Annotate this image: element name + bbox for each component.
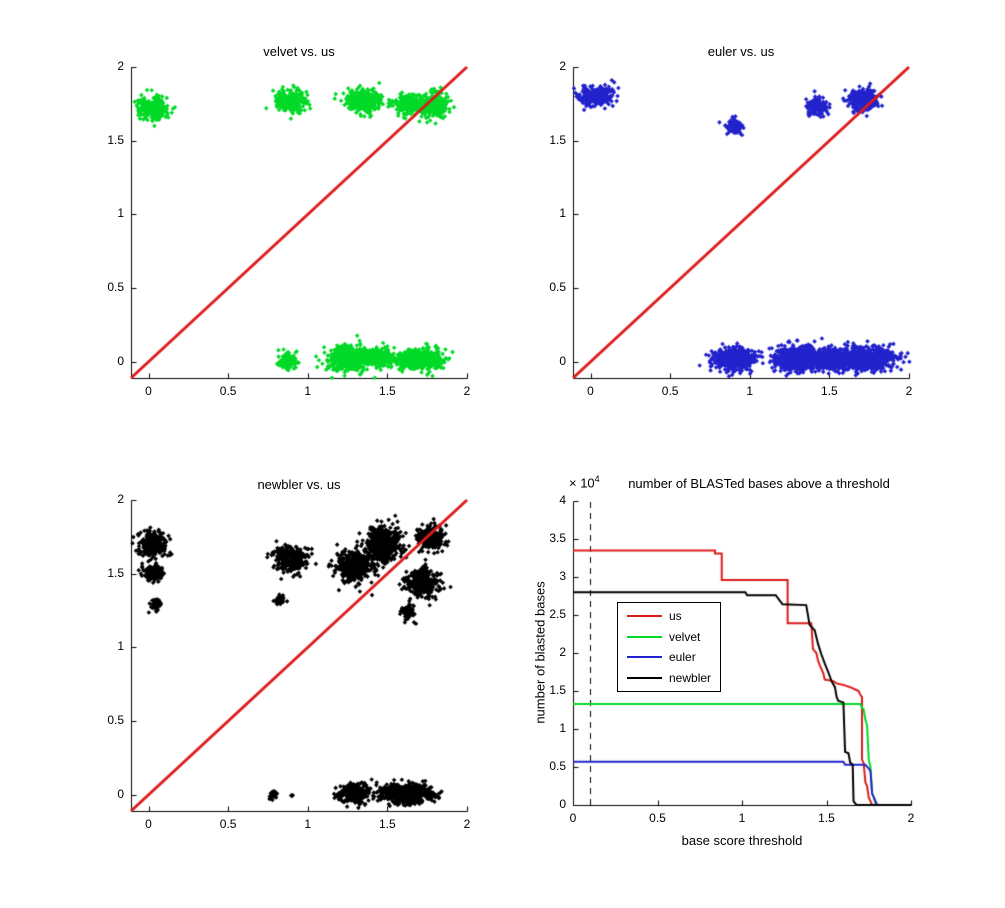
y-tick-label: 1.5 <box>107 132 124 147</box>
x-tick-label: 1.5 <box>818 811 835 825</box>
x-tick-label: 0.5 <box>661 384 679 398</box>
plot-title-euler-vs-us: euler vs. us <box>707 44 775 59</box>
plot-title-newbler-vs-us: newbler vs. us <box>257 477 341 492</box>
y-axis-multiplier-exponent: 4 <box>594 474 600 484</box>
y-tick-label: 2.5 <box>549 607 566 621</box>
legend-line-newbler <box>627 677 662 680</box>
x-tick-label: 1 <box>738 811 746 825</box>
legend-label-velvet: velvet <box>669 629 701 644</box>
y-tick-label: 1.5 <box>549 132 566 147</box>
legend-label-euler: euler <box>669 650 696 665</box>
x-tick-label: 0 <box>145 384 152 398</box>
x-tick-label: 2 <box>463 817 471 831</box>
plot-title-velvet-vs-us: velvet vs. us <box>263 44 335 59</box>
x-tick-label: 1 <box>746 384 754 398</box>
legend-row-euler: euler <box>618 647 720 667</box>
legend-line-euler <box>627 656 662 659</box>
y-tick-label: 1 <box>559 721 566 735</box>
y-tick-label: 0 <box>117 353 124 368</box>
x-tick-label: 1.5 <box>821 384 838 398</box>
y-tick-label: 1 <box>117 206 124 221</box>
y-axis-multiplier: × 104 <box>569 474 600 490</box>
x-tick-label: 0 <box>569 811 577 825</box>
y-tick-label: 3 <box>559 569 566 583</box>
x-axis-label-blast: base score threshold <box>681 833 803 848</box>
x-tick-label: 0.5 <box>219 384 237 398</box>
x-tick-label: 0 <box>145 817 152 831</box>
x-tick-label: 1 <box>304 817 312 831</box>
y-tick-label: 2 <box>559 59 566 73</box>
x-tick-label: 1.5 <box>379 817 396 831</box>
y-tick-label: 0 <box>559 797 566 811</box>
y-tick-label: 1 <box>559 206 566 221</box>
y-tick-label: 1.5 <box>107 565 124 580</box>
legend-line-velvet <box>627 635 662 638</box>
y-tick-label: 0.5 <box>107 280 124 295</box>
y-tick-label: 0.5 <box>549 759 566 773</box>
x-tick-label: 1 <box>304 384 312 398</box>
legend-label-newbler: newbler <box>669 671 712 686</box>
y-tick-label: 2 <box>117 492 124 506</box>
legend-row-newbler: newbler <box>618 668 720 688</box>
y-tick-label: 3.5 <box>549 531 566 545</box>
x-tick-label: 0.5 <box>649 811 666 825</box>
x-tick-label: 2 <box>905 384 913 398</box>
plot-title-blast-threshold: number of BLASTed bases above a threshol… <box>628 476 890 491</box>
legend-line-us <box>627 614 662 617</box>
y-tick-label: 1 <box>117 639 124 654</box>
x-tick-label: 2 <box>907 811 915 825</box>
y-tick-label: 0 <box>117 786 124 801</box>
legend: us velvet euler newbler <box>617 602 721 692</box>
y-tick-label: 0 <box>559 353 566 368</box>
legend-row-velvet: velvet <box>618 627 720 647</box>
legend-row-us: us <box>618 606 720 626</box>
x-tick-label: 1.5 <box>379 384 396 398</box>
y-tick-label: 2 <box>117 59 124 73</box>
y-tick-label: 4 <box>559 493 566 507</box>
y-axis-multiplier-base: × 10 <box>569 475 595 491</box>
y-tick-label: 0.5 <box>107 713 124 728</box>
y-tick-label: 2 <box>559 645 566 659</box>
x-tick-label: 0 <box>587 384 594 398</box>
y-tick-label: 0.5 <box>549 280 566 295</box>
x-tick-label: 2 <box>463 384 471 398</box>
x-tick-label: 0.5 <box>219 817 237 831</box>
y-tick-label: 1.5 <box>549 683 566 697</box>
legend-label-us: us <box>669 608 682 623</box>
